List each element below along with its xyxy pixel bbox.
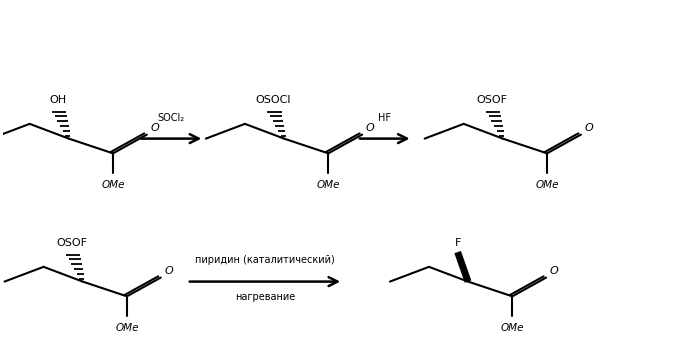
Text: F: F <box>454 238 461 248</box>
Text: OSOF: OSOF <box>477 95 508 105</box>
Text: HF: HF <box>378 113 391 123</box>
Text: OMe: OMe <box>316 180 340 190</box>
Text: SOCl₂: SOCl₂ <box>158 113 185 123</box>
Text: OSOF: OSOF <box>57 238 88 248</box>
Text: O: O <box>150 123 159 133</box>
Text: нагревание: нагревание <box>234 292 295 302</box>
Text: O: O <box>365 123 375 133</box>
Text: OSOCl: OSOCl <box>256 95 291 105</box>
Text: O: O <box>550 266 559 276</box>
Text: OMe: OMe <box>536 180 559 190</box>
Text: O: O <box>164 266 173 276</box>
Text: OH: OH <box>50 95 67 105</box>
Text: OMe: OMe <box>500 323 524 333</box>
Text: пиридин (каталитический): пиридин (каталитический) <box>195 256 335 265</box>
Text: O: O <box>584 123 593 133</box>
Text: OMe: OMe <box>102 180 125 190</box>
Text: OMe: OMe <box>116 323 139 333</box>
